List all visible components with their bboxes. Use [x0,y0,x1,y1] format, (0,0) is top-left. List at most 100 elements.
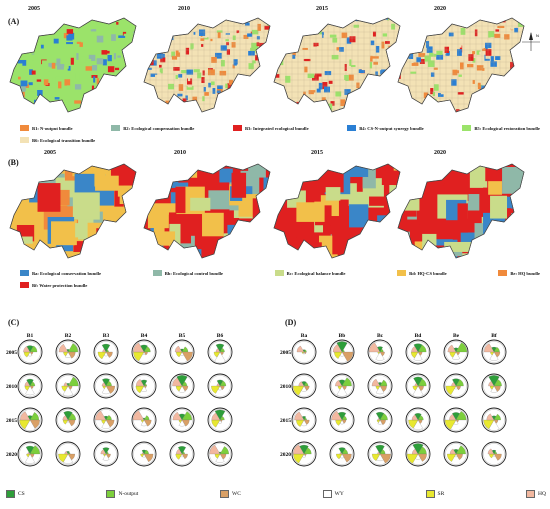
map-patch [31,70,36,75]
map-patch [159,64,162,68]
map-patch [107,55,112,62]
map-patch [433,67,438,70]
map-patch [513,86,519,93]
map-patch [144,51,145,56]
map-patch [12,55,17,60]
map-patch [66,18,69,20]
map-patch [289,101,293,107]
map-patch [275,99,279,102]
map-patch [448,32,454,37]
rose-glyph [131,441,157,467]
map-patch [332,105,337,109]
rose-glyph [443,441,469,467]
map-patch [486,109,491,112]
map-patch [74,84,82,90]
north-arrow-icon: N [522,32,540,51]
rose-petal [336,385,348,397]
map-patch [456,109,460,112]
map-patch [419,58,425,64]
map-patch [397,48,400,52]
map-patch [482,107,486,112]
map-patch [219,98,224,101]
map-patch [52,77,58,84]
map-patch [36,79,42,82]
rose-petal [296,345,305,353]
map-patch [248,63,254,70]
map-patch [423,26,430,31]
map-patch [128,64,134,69]
map-patch [10,89,13,95]
map-patch [399,106,400,112]
map-patch [148,111,155,112]
map-patch [308,103,316,106]
rose-glyph [207,373,233,399]
map-patch [504,34,510,40]
glyph-row-header: 2005 [6,350,17,356]
legend-swatch [20,282,29,288]
map-patch [510,23,516,30]
panel-a-year: 2015 [316,6,328,12]
map-patch [480,78,486,85]
glyph-column-header: Ba [301,333,308,339]
map-patch [284,33,291,37]
map-patch [217,249,247,258]
map-patch [56,35,60,41]
map-patch [247,245,270,258]
map-patch [467,257,486,258]
map-patch [398,96,401,101]
map-patch [101,50,108,55]
map-patch [313,20,320,27]
rose-petal [484,343,495,353]
map-patch [316,18,323,23]
map-patch [274,173,284,190]
panel-b-year: 2005 [44,150,56,156]
map-patch [201,246,214,258]
rose-petal [413,351,423,361]
map-patch [113,83,119,89]
map-patch [157,42,162,45]
map-patch [275,35,280,42]
rose-petal [411,351,419,359]
map-patch [263,31,270,36]
rose-petal [214,351,226,363]
rose-petal [176,375,188,387]
map-patch [111,89,118,94]
map-patch [135,92,136,98]
map-patch [272,52,275,56]
map-patch [178,46,185,53]
rose-petal [102,378,110,387]
map-patch [485,49,492,56]
map-patch [15,98,19,103]
rose-petal [67,376,79,387]
rose-petal [298,381,305,387]
map-patch [485,47,489,51]
rose-petal [181,411,192,421]
map-patch [51,221,76,246]
map-patch [514,56,518,62]
map-patch [234,83,241,87]
map-patch [114,222,136,246]
map-patch [369,61,373,69]
map-patch [231,172,247,198]
map-patch [202,70,205,76]
map-patch [321,97,326,101]
map-patch [159,68,163,73]
legend-item: Be: HQ bundle [498,270,540,276]
map-patch [427,22,432,29]
legend-swatch [6,490,15,498]
rose-petal [377,451,381,455]
map-patch [217,18,221,19]
map-patch [416,57,421,63]
map-patch [414,241,437,258]
rose-petal [303,351,307,355]
map-patch [85,66,92,71]
map-patch [437,26,441,29]
map-patch [274,246,287,258]
map-patch [86,96,89,99]
map-patch [514,27,519,33]
map-patch [26,23,32,29]
map-patch [389,81,395,88]
map-patch [13,98,19,104]
map-patch [15,31,20,34]
map-patch [256,106,263,112]
